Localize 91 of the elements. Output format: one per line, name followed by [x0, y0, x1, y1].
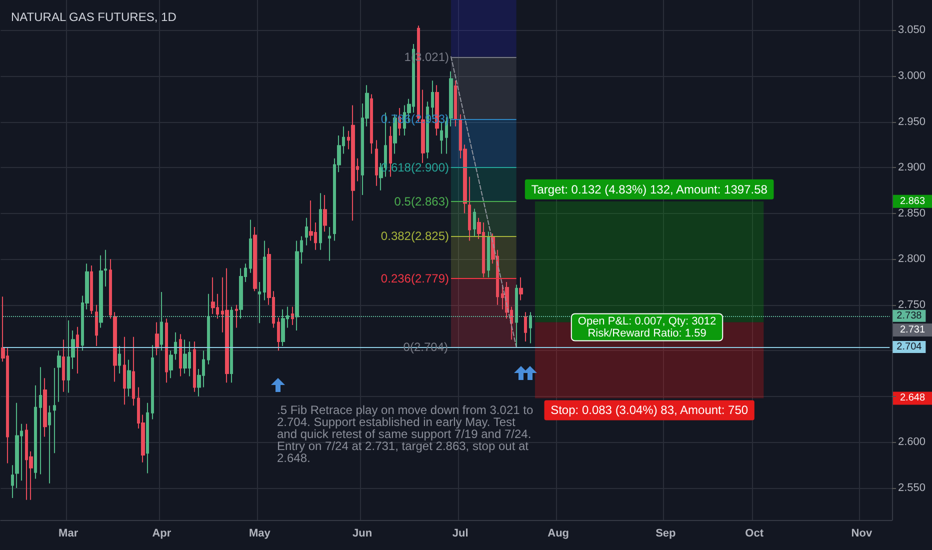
annotation: 2.863: [900, 196, 926, 207]
candlestick: [291, 306, 294, 326]
band-label: Stop: 0.083 (3.04%) 83, Amount: 750: [550, 403, 748, 418]
candlestick: [305, 217, 308, 246]
candlestick: [230, 306, 233, 384]
y-tick-label: 2.900: [898, 162, 926, 174]
candlestick: [169, 350, 173, 379]
annotation: .5 Fib Retrace play on move down from 3.021 to 2.704. Support established in early May. Test and quick retest of same support 7/19 and 7/24. Entry on 7/24 at 2.731, target 2.863, stop out at 2.648.: [277, 403, 536, 465]
candlestick: [11, 464, 14, 499]
text: 2.731: [900, 324, 926, 336]
candlestick: [146, 402, 149, 474]
y-tick-label: 2.750: [898, 298, 926, 311]
candlestick: [235, 304, 238, 328]
candlestick: [165, 318, 168, 384]
candlestick: [529, 312, 532, 344]
x-tick-label: Oct: [745, 528, 764, 540]
text: NATURAL GAS FUTURES, 1D: [11, 10, 177, 24]
candlestick: [207, 293, 210, 365]
candlestick: [53, 368, 56, 454]
candlestick: [323, 194, 327, 232]
y-tick-label: 2.600: [898, 436, 926, 448]
candlestick: [258, 281, 261, 324]
candlestick: [519, 276, 523, 301]
candlestick: [193, 340, 196, 392]
x-tick-label: Nov: [851, 528, 873, 540]
x-tick-label: Jun: [352, 528, 372, 540]
candlestick: [487, 231, 490, 278]
y-tick-label: 2.800: [898, 253, 926, 266]
candlestick: [468, 176, 471, 242]
x-tick-label: Apr: [152, 528, 172, 540]
candlestick: [57, 350, 61, 402]
candlestick: [132, 336, 135, 406]
candlestick: [104, 249, 107, 288]
candlestick: [211, 276, 215, 315]
candlestick: [113, 312, 117, 382]
y-tick-label: 3.050: [898, 24, 926, 36]
candlestick: [39, 366, 42, 475]
annotation: 2.648: [900, 392, 926, 404]
candlestick: [225, 268, 229, 384]
x-tick-label: May: [248, 528, 272, 540]
y-tick-label: 3.000: [898, 70, 926, 82]
candlestick: [95, 304, 98, 347]
ref-line-label: 2.738: [896, 310, 922, 322]
candlestick: [34, 384, 37, 480]
candlestick: [123, 336, 126, 406]
candlestick: [160, 292, 163, 352]
candlestick: [328, 226, 331, 262]
candlestick: [109, 258, 112, 320]
candlestick: [263, 240, 266, 301]
candlestick: [127, 359, 131, 397]
candlestick: [370, 94, 373, 154]
candlestick: [179, 334, 182, 377]
candlestick: [99, 254, 103, 328]
candlestick: [524, 312, 527, 342]
band-label: Target: 0.132 (4.83%) 132, Amount: 1397.58: [531, 182, 768, 196]
candlestick: [295, 240, 299, 331]
candlestick: [62, 339, 65, 392]
candlestick: [515, 284, 518, 348]
candlestick: [15, 402, 19, 488]
candlestick: [253, 226, 257, 292]
candlestick: [375, 140, 378, 186]
y-tick-label: 2.950: [898, 116, 926, 128]
candlestick: [151, 344, 154, 420]
candlestick: [174, 332, 177, 360]
candlestick: [48, 405, 51, 484]
x-tick-label: Mar: [58, 528, 79, 540]
candlestick: [76, 326, 79, 374]
candlestick: [277, 317, 280, 352]
candlestick: [43, 378, 47, 438]
y-tick-label: 2.850: [898, 207, 926, 220]
ref-line-label: 0.5(2.863): [394, 194, 450, 208]
ref-line-label: 0.236(2.779): [380, 271, 449, 286]
x-tick-label: Aug: [548, 528, 570, 540]
x-tick-label: Jul: [452, 528, 468, 540]
candlestick: [473, 208, 476, 237]
candlestick: [249, 219, 252, 274]
candlestick: [183, 339, 187, 374]
candlestick: [155, 322, 159, 356]
candlestick: [454, 80, 457, 127]
candlestick: [351, 104, 355, 222]
annotation: Open P&L: 0.007, Qty: 3012 Risk/Reward Ratio: 1.59: [578, 315, 716, 340]
candlestick: [281, 308, 285, 347]
candlestick: [319, 192, 322, 250]
candlestick: [239, 268, 243, 320]
ref-line-label: 0.382(2.825): [380, 229, 449, 244]
y-tick-label: 2.550: [898, 482, 926, 494]
x-tick-label: Sep: [656, 528, 676, 540]
candlestick: [118, 346, 121, 374]
candlestick: [449, 70, 453, 127]
candlestick: [90, 264, 93, 315]
ref-line-label: 2.704: [896, 341, 922, 352]
